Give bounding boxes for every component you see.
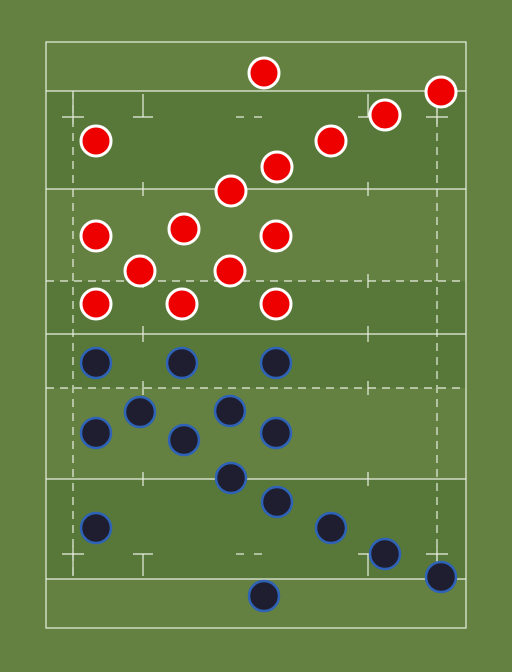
player-token[interactable] <box>259 416 293 450</box>
player-token[interactable] <box>368 98 402 132</box>
player-token[interactable] <box>314 124 348 158</box>
team-navy <box>79 346 458 613</box>
player-token[interactable] <box>424 75 458 109</box>
top-halfway-zone <box>46 281 466 334</box>
player-token[interactable] <box>165 287 199 321</box>
pitch-lines <box>45 41 467 629</box>
player-token[interactable] <box>247 579 281 613</box>
player-token[interactable] <box>79 124 113 158</box>
player-token[interactable] <box>213 394 247 428</box>
player-token[interactable] <box>79 287 113 321</box>
player-token[interactable] <box>214 461 248 495</box>
pitch-bands <box>46 42 466 628</box>
player-token[interactable] <box>79 416 113 450</box>
player-token[interactable] <box>123 395 157 429</box>
player-token[interactable] <box>247 56 281 90</box>
player-token[interactable] <box>214 174 248 208</box>
bottom-halfway-zone <box>46 334 466 388</box>
player-token[interactable] <box>165 346 199 380</box>
player-token[interactable] <box>79 511 113 545</box>
player-token[interactable] <box>314 511 348 545</box>
player-token[interactable] <box>79 219 113 253</box>
player-token[interactable] <box>123 254 157 288</box>
team-red <box>79 56 458 321</box>
player-token[interactable] <box>259 219 293 253</box>
player-token[interactable] <box>424 560 458 594</box>
pitch-boundary <box>45 41 467 629</box>
top-mid-zone <box>46 189 466 281</box>
player-token[interactable] <box>259 346 293 380</box>
player-token[interactable] <box>260 485 294 519</box>
player-token[interactable] <box>213 254 247 288</box>
player-token[interactable] <box>259 287 293 321</box>
player-token[interactable] <box>79 346 113 380</box>
player-token[interactable] <box>260 150 294 184</box>
bottom-mid-zone <box>46 388 466 479</box>
player-token[interactable] <box>368 537 402 571</box>
player-token[interactable] <box>167 212 201 246</box>
player-token[interactable] <box>167 423 201 457</box>
